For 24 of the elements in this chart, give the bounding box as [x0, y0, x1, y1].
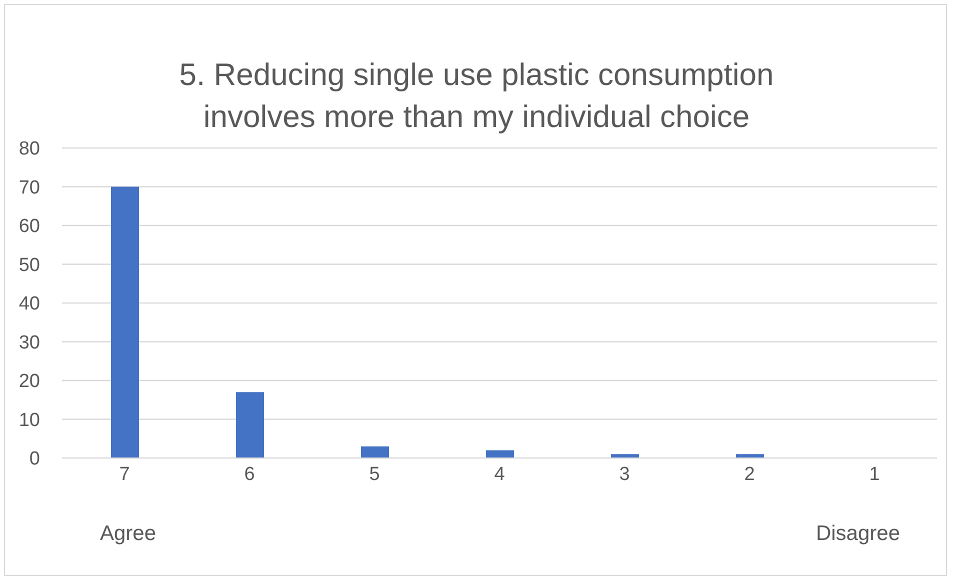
x-tick-label: 3 — [619, 464, 630, 485]
y-tick-label: 0 — [29, 448, 40, 470]
x-tick-label: 7 — [119, 464, 130, 485]
x-tick-label: 4 — [494, 464, 506, 485]
x-tick-label: 1 — [869, 464, 880, 485]
bar — [236, 392, 264, 458]
x-tick-label: 6 — [244, 464, 255, 485]
y-tick-label: 40 — [18, 294, 40, 315]
bar — [736, 454, 764, 458]
y-tick-label: 80 — [18, 138, 40, 160]
bar — [486, 450, 514, 458]
bar — [361, 446, 389, 458]
y-tick-label: 60 — [18, 216, 40, 238]
x-tick-label: 5 — [369, 464, 380, 485]
y-tick-label: 30 — [18, 332, 40, 354]
chart-title: 5. Reducing single use plastic consumption involves more than my individual choice — [178, 56, 775, 136]
y-tick-label: 50 — [18, 254, 40, 276]
y-tick-label: 20 — [18, 371, 40, 392]
scale-ends: Agree Disagree — [100, 522, 900, 546]
y-tick-label: 70 — [18, 177, 40, 198]
bar — [611, 454, 639, 458]
bar — [111, 186, 139, 458]
y-tick-label: 10 — [18, 410, 40, 431]
x-tick-label: 2 — [744, 464, 755, 485]
